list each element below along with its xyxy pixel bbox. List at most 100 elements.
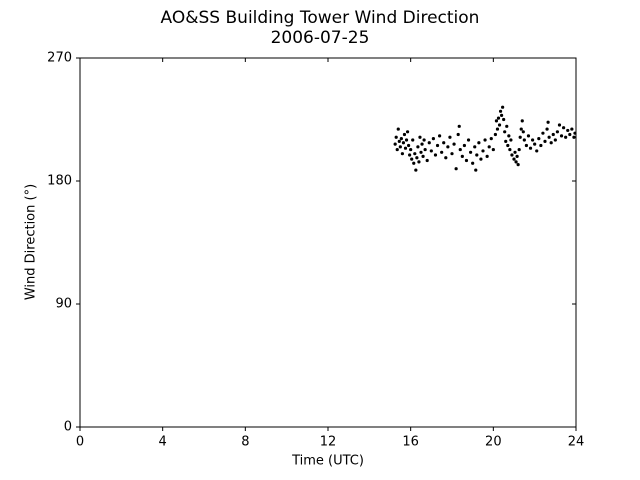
point: [462, 143, 466, 148]
point: [541, 131, 545, 135]
point: [553, 138, 557, 142]
point: [502, 117, 506, 122]
point: [545, 127, 549, 131]
point: [473, 145, 477, 149]
point: [518, 135, 522, 139]
point: [489, 137, 493, 141]
point: [402, 132, 407, 137]
point: [444, 156, 448, 160]
point: [555, 130, 560, 134]
point: [399, 137, 403, 141]
point: [416, 145, 420, 149]
y-tick-label: 0: [64, 420, 72, 435]
point: [401, 141, 406, 145]
point: [479, 157, 483, 161]
point: [520, 119, 524, 123]
point: [512, 157, 516, 161]
point: [485, 154, 489, 158]
point: [407, 143, 411, 148]
x-axis-label: Time (UTC): [291, 454, 364, 469]
point: [513, 150, 517, 154]
point: [496, 116, 501, 120]
point: [481, 149, 485, 153]
point: [528, 146, 533, 150]
point: [570, 127, 574, 131]
point: [497, 123, 502, 127]
point: [543, 139, 547, 143]
point: [474, 168, 478, 172]
point: [411, 138, 415, 142]
point: [551, 132, 555, 137]
point: [457, 124, 461, 128]
point: [475, 153, 479, 157]
point: [526, 134, 531, 138]
point: [456, 132, 460, 137]
point: [516, 163, 520, 167]
point: [420, 142, 424, 146]
x-tick-label: 16: [402, 435, 419, 450]
point: [435, 143, 440, 148]
point: [510, 153, 514, 157]
point: [421, 154, 425, 158]
point: [395, 147, 399, 152]
point: [410, 157, 414, 161]
point: [559, 134, 564, 138]
point: [450, 152, 454, 156]
point: [403, 146, 408, 150]
x-tick-label: 12: [320, 435, 337, 450]
point: [494, 119, 499, 123]
point: [418, 135, 422, 139]
point: [425, 158, 429, 163]
point: [440, 150, 444, 154]
x-tick-label: 4: [159, 435, 167, 450]
point: [427, 141, 431, 145]
point: [537, 137, 541, 141]
point: [539, 143, 543, 148]
point: [493, 132, 497, 137]
x-tick-label: 24: [568, 435, 585, 450]
point: [393, 142, 397, 146]
point: [448, 135, 452, 139]
x-tick-label: 8: [241, 435, 249, 450]
point: [429, 149, 433, 153]
point: [466, 138, 471, 142]
point: [404, 138, 409, 142]
chart-title: AO&SS Building Tower Wind Direction: [161, 8, 480, 28]
point: [564, 135, 568, 139]
point: [397, 139, 401, 143]
point: [505, 124, 509, 128]
point: [500, 113, 504, 117]
point: [506, 143, 510, 148]
y-tick-label: 180: [47, 174, 72, 189]
point: [471, 161, 475, 165]
point: [495, 127, 500, 131]
point: [498, 109, 503, 113]
point: [454, 167, 458, 171]
point: [501, 105, 505, 109]
y-tick-label: 270: [47, 51, 72, 66]
point: [400, 152, 404, 156]
point: [531, 138, 535, 142]
point: [415, 156, 419, 160]
point: [549, 141, 553, 145]
point: [452, 142, 456, 146]
point: [405, 130, 410, 134]
point: [491, 147, 495, 152]
point: [483, 138, 487, 142]
y-axis-label: Wind Direction (°): [24, 184, 39, 300]
point: [396, 127, 400, 131]
point: [521, 130, 525, 134]
point: [464, 158, 469, 163]
point: [557, 123, 562, 127]
point: [446, 145, 450, 149]
point: [442, 141, 446, 145]
point: [433, 153, 438, 157]
point: [419, 150, 423, 154]
point: [394, 135, 398, 139]
point: [568, 132, 572, 137]
y-tick-label: 90: [55, 297, 72, 312]
point: [522, 138, 526, 142]
point: [517, 147, 521, 152]
point: [514, 160, 518, 164]
